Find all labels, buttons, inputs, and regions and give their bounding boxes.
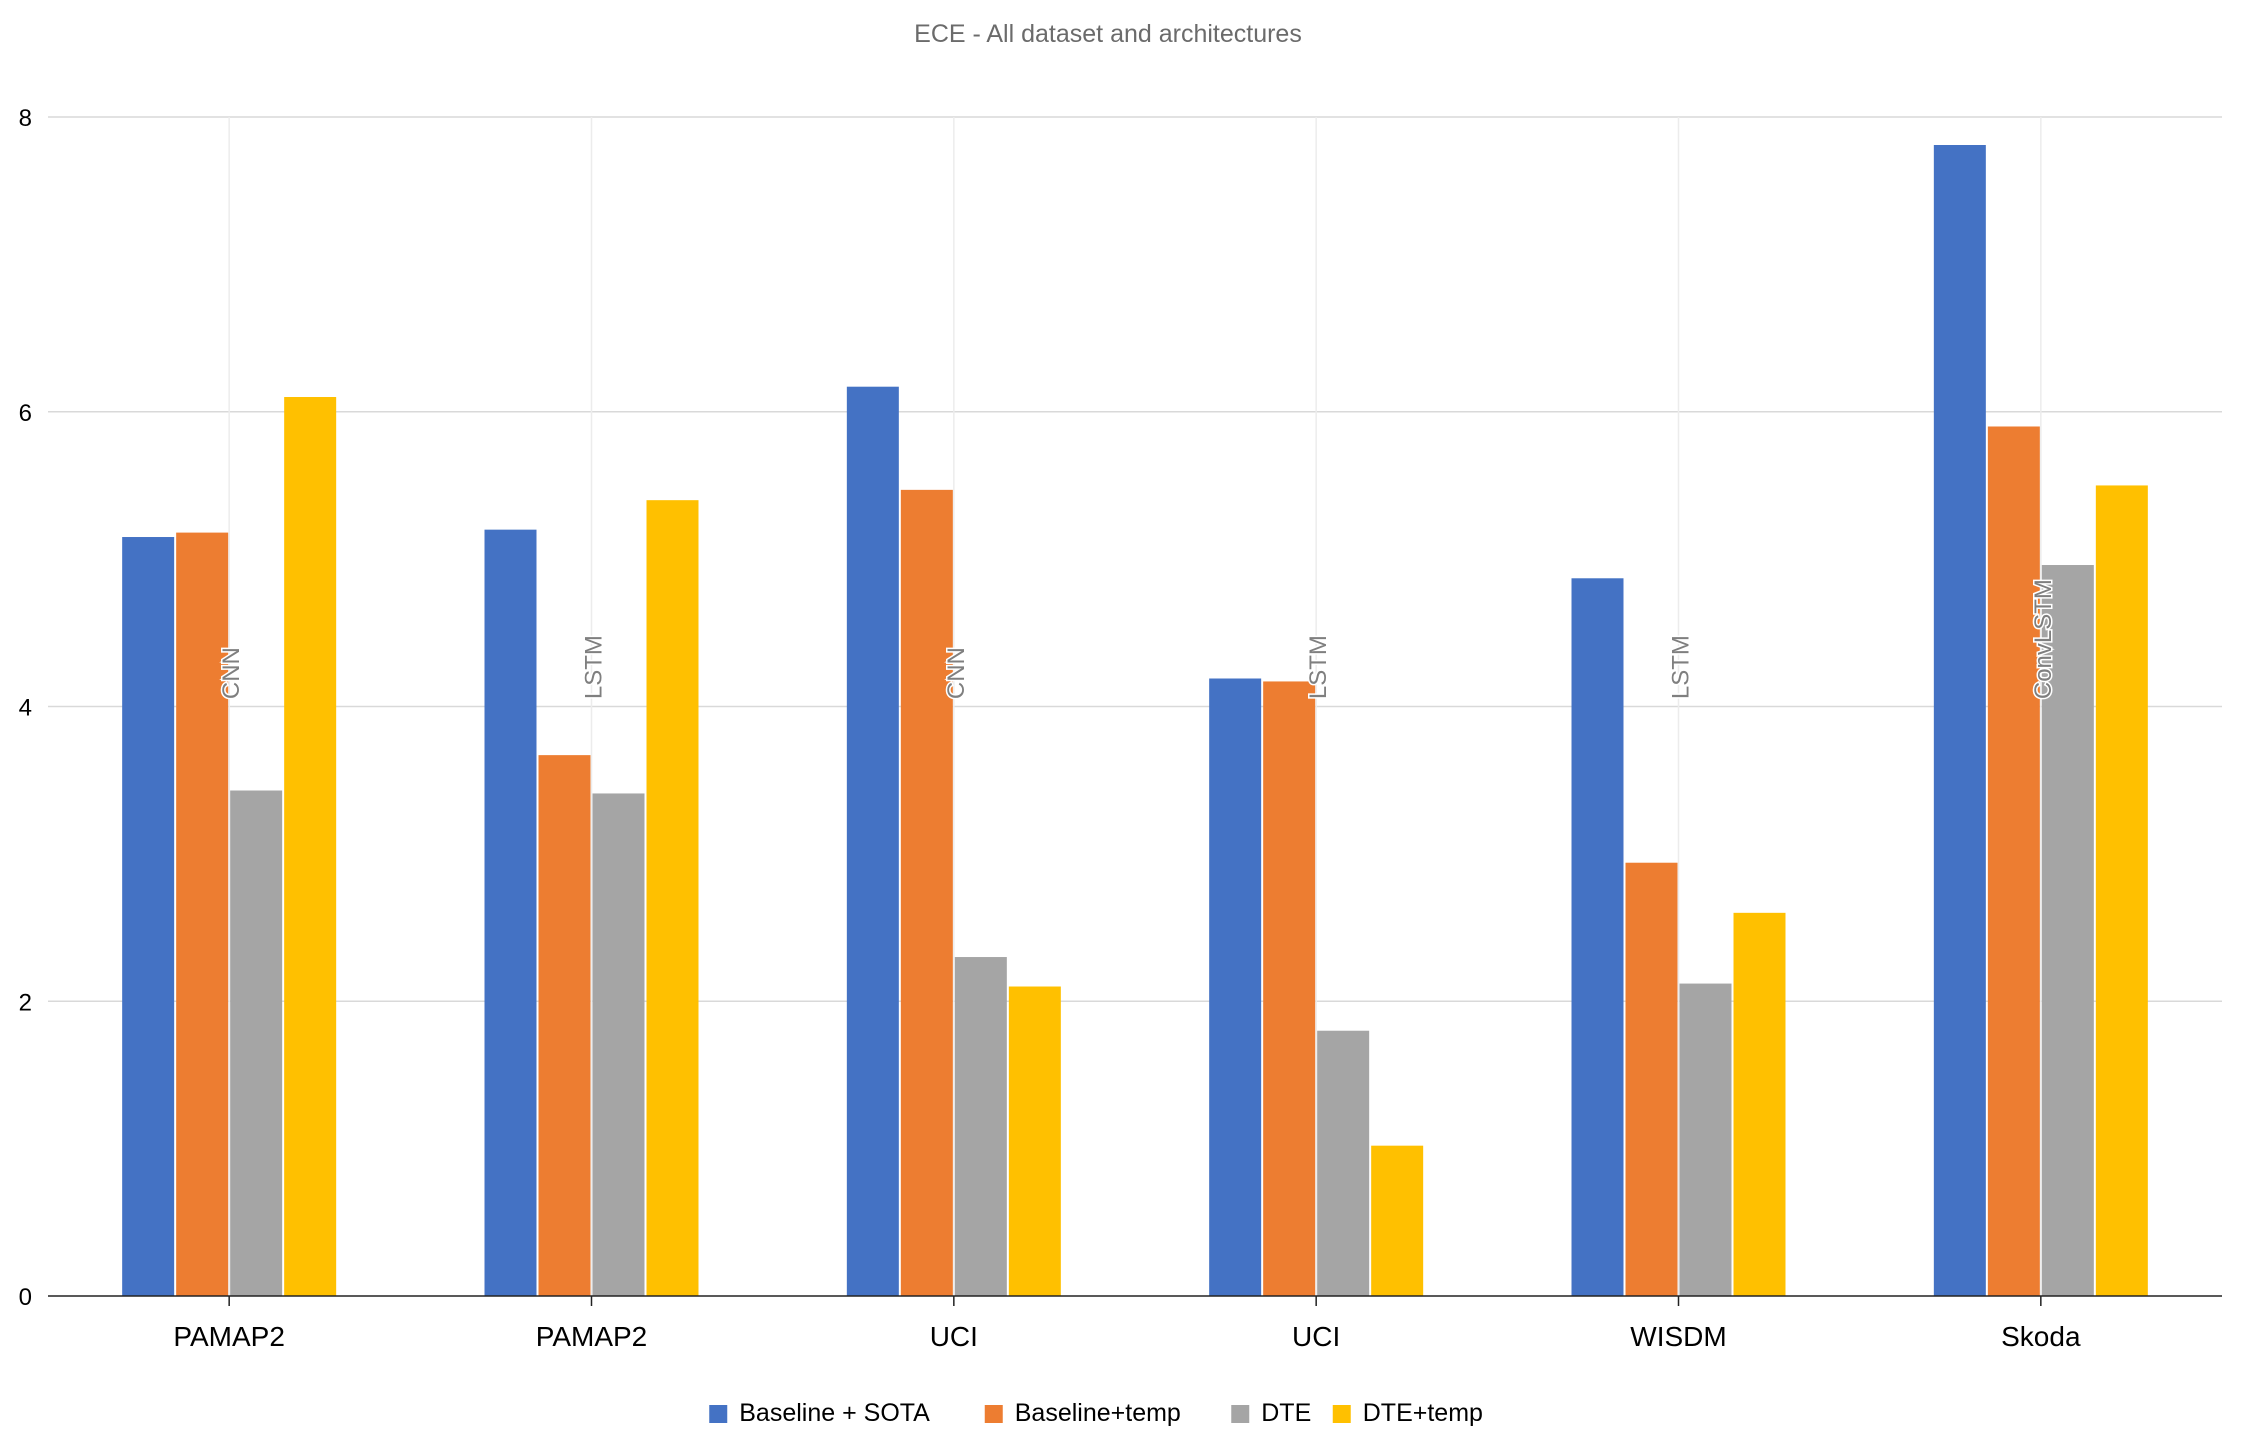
bar <box>484 529 537 1296</box>
legend-label: Baseline + SOTA <box>739 1399 930 1427</box>
y-tick-label: 4 <box>19 695 32 722</box>
annotations-layer: CNN LSTM CNN LSTM LSTM ConvLSTM <box>217 578 2059 701</box>
bar <box>2041 565 2094 1296</box>
bar <box>230 790 283 1296</box>
bar <box>1679 983 1732 1296</box>
legend: Baseline + SOTA Baseline+temp DTE DTE+temp <box>709 1399 1483 1427</box>
bar <box>646 500 699 1296</box>
bar <box>2095 485 2148 1296</box>
bar <box>1571 578 1624 1296</box>
group-annotation: CNN <box>218 647 245 699</box>
axis-layer: 0 2 4 6 8 PAMAP2 PAMAP2 UCI UCI WISDM Skoda <box>19 105 2222 1352</box>
bar <box>284 397 337 1296</box>
legend-swatch <box>1231 1405 1250 1423</box>
bar <box>954 957 1007 1296</box>
bar <box>122 537 175 1296</box>
legend-label: DTE <box>1261 1399 1311 1427</box>
legend-swatch <box>709 1405 728 1423</box>
x-tick-label: PAMAP2 <box>173 1321 285 1352</box>
group-annotation: LSTM <box>1668 635 1695 699</box>
bar <box>1371 1145 1424 1296</box>
x-tick-label: Skoda <box>2001 1321 2081 1352</box>
legend-label: DTE+temp <box>1363 1399 1483 1427</box>
group-annotation: LSTM <box>581 635 608 699</box>
bar <box>1625 862 1678 1296</box>
bar <box>538 755 591 1296</box>
x-tick-label: UCI <box>1292 1321 1340 1352</box>
y-tick-label: 0 <box>19 1284 32 1311</box>
bar <box>900 489 953 1296</box>
legend-label: Baseline+temp <box>1015 1399 1181 1427</box>
group-annotation: LSTM <box>1305 635 1332 699</box>
bar <box>1263 681 1316 1296</box>
bar <box>1933 145 1986 1297</box>
x-tick-label: WISDM <box>1630 1321 1726 1352</box>
bars-layer <box>122 145 2148 1297</box>
bar <box>1008 986 1061 1296</box>
grid-layer <box>48 116 2222 1296</box>
group-annotation: ConvLSTM <box>2030 579 2057 699</box>
group-annotation: CNN <box>943 647 970 699</box>
bar <box>592 793 645 1296</box>
y-tick-label: 6 <box>19 400 32 427</box>
bar <box>176 532 229 1296</box>
legend-swatch <box>1332 1405 1351 1423</box>
legend-swatch <box>984 1405 1003 1423</box>
bar <box>1317 1030 1370 1296</box>
x-tick-label: PAMAP2 <box>536 1321 648 1352</box>
bar <box>1987 426 2040 1296</box>
y-tick-label: 8 <box>19 105 32 132</box>
chart-title: ECE - All dataset and architectures <box>914 20 1302 48</box>
bar <box>846 386 899 1296</box>
y-tick-label: 2 <box>19 989 32 1016</box>
bar <box>1209 678 1262 1296</box>
bar <box>1733 912 1786 1296</box>
x-tick-label: UCI <box>930 1321 978 1352</box>
